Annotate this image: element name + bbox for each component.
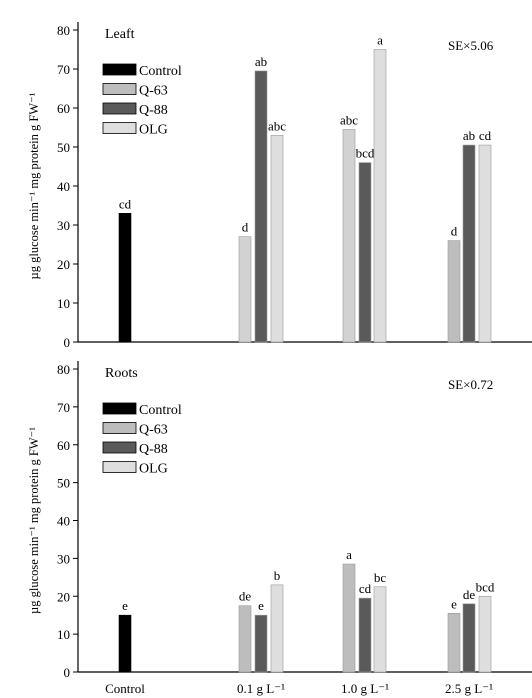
se-label: SE×5.06 [448,38,494,53]
bar-label: ab [463,128,475,143]
panel-label: Leaft [105,27,135,42]
y-tick-label: 60 [57,438,70,453]
bar [358,162,372,343]
bar [270,135,284,343]
panel-leaft: 0 10 20 30 40 50 60 70 80 µg glucose min⁻¹ mg pro… [27,22,532,350]
bar [462,603,476,673]
legend-entry: Q-88 [139,442,168,457]
legend-swatch [102,422,137,434]
bar [342,129,356,343]
legend-swatch [102,441,137,454]
bar [118,614,132,673]
bar [254,614,268,673]
legend-swatch [102,402,137,415]
bar-label: e [122,598,128,613]
bar-label: d [242,220,249,235]
bar [373,586,387,673]
bar [447,240,461,343]
bar-label: b [274,568,281,583]
legend-entry: Control [139,403,182,418]
bar-label: de [463,587,476,602]
legend-swatch [102,63,137,76]
legend-entry: Q-63 [139,84,168,99]
legend-entry: Control [139,64,182,79]
y-tick-label: 60 [57,101,70,116]
legend-swatch [102,102,137,115]
bar-label: a [377,33,383,48]
bar [270,584,284,673]
legend-swatch [102,83,137,95]
se-label: SE×0.72 [448,377,493,392]
bar [358,597,372,673]
x-category-label: 2.5 g L⁻¹ [445,681,493,696]
bar-label: de [239,589,252,604]
y-tick-label: 20 [57,589,70,604]
y-tick-label: 80 [57,362,70,377]
bar [462,144,476,343]
bar-label: a [346,547,352,562]
x-category-label: 1.0 g L⁻¹ [341,681,389,696]
y-tick-label: 50 [57,476,70,491]
bar-label: e [258,598,264,613]
bar [447,612,461,673]
y-tick-label: 70 [57,400,70,415]
bar [238,236,252,343]
y-tick-label: 20 [57,257,70,272]
legend-entry: Q-88 [139,103,168,118]
bar-label: abc [268,118,286,133]
panel-label: Roots [105,366,138,381]
x-category-label: Control [105,681,145,696]
bar [373,49,387,343]
y-tick-label: 0 [64,665,71,680]
bar-label: cd [479,128,492,143]
y-tick-label: 40 [57,514,70,529]
y-tick-label: 10 [57,627,70,642]
y-tick-label: 50 [57,140,70,155]
y-tick-label: 30 [57,551,70,566]
y-tick-label: 30 [57,218,70,233]
y-tick-label: 40 [57,179,70,194]
bar-label: bc [374,570,387,585]
y-tick-label: 10 [57,296,70,311]
legend-entry: OLG [139,462,168,477]
bar [118,213,132,343]
panel-roots: 0 10 20 30 40 50 60 70 80 µg glucose min⁻¹ mg pro… [27,361,532,696]
y-tick-label: 0 [64,335,71,350]
bar [478,595,492,673]
y-tick-label: 70 [57,62,70,77]
legend-swatch [102,461,137,473]
bar [478,144,492,343]
bar-label: abc [340,112,358,127]
bar-label: bcd [476,579,495,594]
y-tick-label: 80 [57,23,70,38]
bar-label: e [451,596,457,611]
y-axis-title: µg glucose min⁻¹ mg protein g FW⁻¹ [27,92,41,279]
legend-entry: Q-63 [139,423,168,438]
legend-swatch [102,122,137,134]
bar [254,70,268,343]
bar-label: bcd [356,146,375,161]
x-category-label: 0.1 g L⁻¹ [237,681,285,696]
bar-label: d [451,224,458,239]
bar-label: ab [255,54,267,69]
legend-entry: OLG [139,123,168,138]
y-axis-title: µg glucose min⁻¹ mg protein g FW⁻¹ [27,427,41,614]
bar [342,563,356,673]
bar [238,605,252,673]
bar-label: cd [119,196,132,211]
bar-label: cd [359,581,372,596]
